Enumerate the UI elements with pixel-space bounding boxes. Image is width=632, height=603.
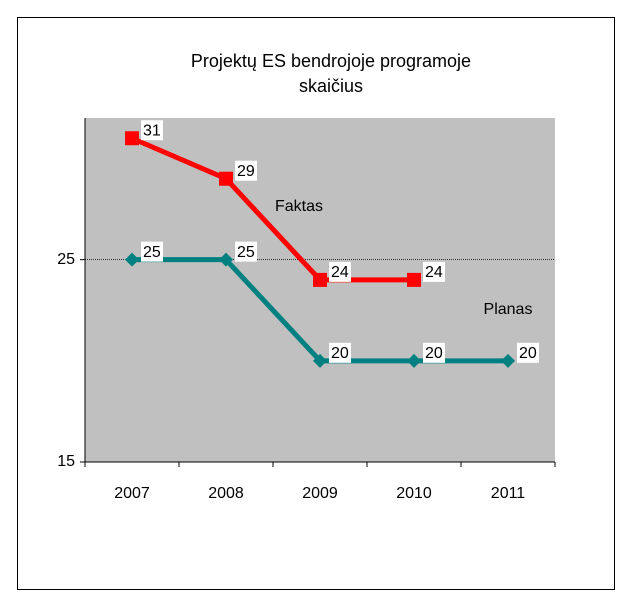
marker <box>219 252 233 267</box>
series-name: Planas <box>484 301 533 318</box>
data-label-box <box>423 261 445 282</box>
x-tick-label: 2007 <box>114 485 150 502</box>
marker <box>407 272 421 287</box>
data-label-box <box>235 241 257 262</box>
marker <box>125 131 139 146</box>
marker <box>313 272 327 287</box>
x-tick-label: 2011 <box>491 485 526 502</box>
data-label: 20 <box>331 345 349 362</box>
x-tick-label: 2009 <box>302 485 338 502</box>
data-label: 25 <box>237 244 255 261</box>
y-tick-label: 15 <box>57 453 75 470</box>
marker <box>125 252 139 267</box>
data-label: 24 <box>331 264 349 281</box>
data-label-box <box>141 120 163 141</box>
plot-area <box>85 118 555 462</box>
data-label-box <box>423 342 445 363</box>
y-tick-label: 25 <box>57 251 75 268</box>
x-tick-label: 2008 <box>208 485 244 502</box>
marker <box>313 353 327 368</box>
marker <box>219 171 233 186</box>
data-label-box <box>517 342 539 363</box>
data-label: 31 <box>143 122 161 139</box>
series-name: Faktas <box>275 198 323 215</box>
data-label-box <box>141 241 163 262</box>
data-label-box <box>329 342 351 363</box>
series-line <box>131 135 414 283</box>
data-label-box <box>235 160 257 181</box>
data-label: 20 <box>425 345 443 362</box>
x-tick-label: 2010 <box>396 485 432 502</box>
data-label: 24 <box>425 264 443 281</box>
data-label: 29 <box>237 163 255 180</box>
marker <box>501 353 515 368</box>
marker <box>407 353 421 368</box>
data-label: 20 <box>519 345 537 362</box>
data-label-box <box>329 261 351 282</box>
chart-title: Projektų ES bendrojoje programoje skaiči… <box>190 51 472 96</box>
data-label: 25 <box>143 244 161 261</box>
